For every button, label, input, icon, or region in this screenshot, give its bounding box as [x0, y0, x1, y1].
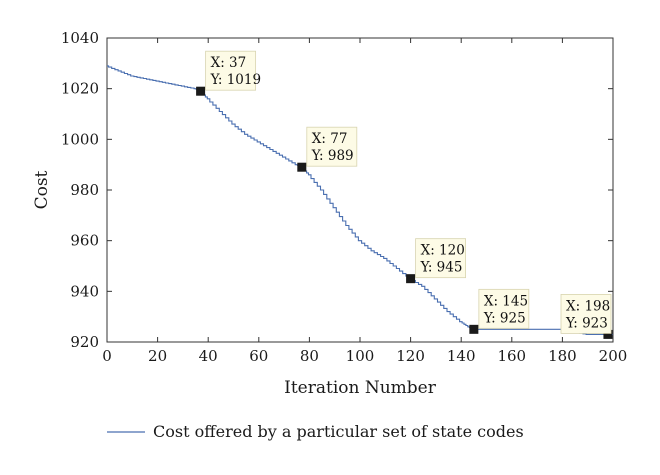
y-tick-label: 1000 [61, 130, 99, 148]
datatip-x-text: X: 120 [421, 243, 465, 259]
x-tick-label: 120 [396, 347, 425, 365]
datatip-box [478, 288, 530, 329]
y-tick-label: 1040 [61, 29, 99, 47]
datatip-y-text: Y: 923 [565, 315, 608, 331]
x-tick-label: 40 [199, 347, 218, 365]
x-tick-label: 180 [548, 347, 577, 365]
plot-frame [106, 37, 614, 343]
datatip-y-text: Y: 945 [420, 260, 463, 276]
y-tick-label: 1020 [61, 80, 99, 98]
x-tick-label: 0 [102, 347, 112, 365]
x-tick-label: 200 [599, 347, 628, 365]
legend: Cost offered by a particular set of stat… [107, 422, 524, 441]
datatip-x-text: X: 145 [484, 293, 528, 309]
datatip-box [560, 293, 612, 334]
datatip-box [205, 50, 257, 91]
x-axis: 0 20 40 60 80 100 120 140 160 180 200 [102, 38, 627, 365]
y-tick-label: 920 [70, 333, 99, 351]
datatip-marker[interactable] [406, 274, 416, 284]
x-tick-label: 80 [300, 347, 319, 365]
datatip-marker[interactable] [297, 162, 307, 172]
x-tick-label: 100 [346, 347, 375, 365]
datatip-box [415, 238, 467, 279]
y-tick-label: 960 [70, 232, 99, 250]
y-axis-title: Cost [32, 170, 52, 209]
datatip[interactable]: X: 77Y: 989 [297, 126, 358, 172]
x-tick-label: 60 [249, 347, 268, 365]
y-axis: 920 940 960 980 1000 1020 1040 [61, 29, 613, 351]
legend-label: Cost offered by a particular set of stat… [153, 422, 524, 441]
x-tick-label: 160 [497, 347, 526, 365]
datatip-x-text: X: 37 [211, 55, 247, 71]
x-axis-title: Iteration Number [284, 378, 437, 398]
datatip-marker[interactable] [196, 86, 206, 96]
series-line [107, 65, 613, 335]
datatip-y-text: Y: 925 [483, 310, 526, 326]
datatip-y-text: Y: 989 [311, 148, 354, 164]
x-tick-label: 140 [447, 347, 476, 365]
datatip-x-text: X: 198 [566, 298, 610, 314]
datatip-marker[interactable] [469, 324, 479, 334]
datatip-marker[interactable] [603, 329, 613, 339]
x-tick-label: 20 [148, 347, 167, 365]
datatip-x-text: X: 77 [312, 131, 348, 147]
plot-area [106, 37, 614, 343]
y-tick-label: 940 [70, 282, 99, 300]
datatip-y-text: Y: 1019 [210, 72, 261, 88]
datatip-box [306, 126, 358, 167]
datatip[interactable]: X: 37Y: 1019 [196, 50, 261, 96]
y-tick-label: 980 [70, 181, 99, 199]
